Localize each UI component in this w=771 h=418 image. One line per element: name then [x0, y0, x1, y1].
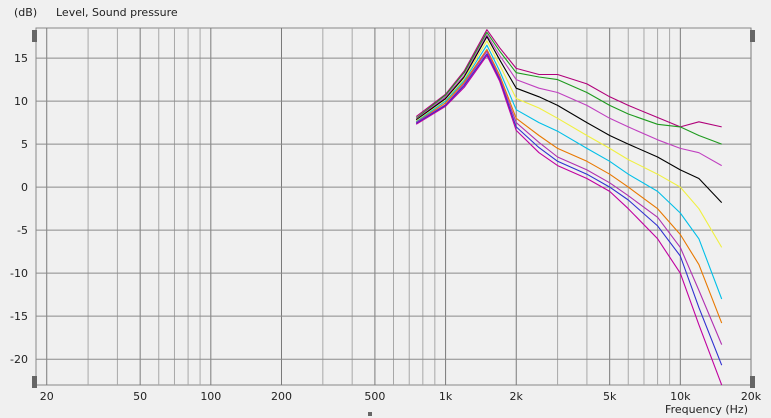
- series-line-6: [415, 44, 723, 300]
- y-tick-label: -20: [10, 353, 28, 366]
- x-tick-label: 20k: [741, 390, 762, 403]
- y-tick-label: -10: [10, 267, 28, 280]
- series-line-7: [415, 48, 723, 324]
- series-line-8: [415, 50, 723, 345]
- y-tick-labels: 15 10 5 0 -5 -10 -15 -20: [10, 52, 28, 366]
- y-tick-label: 0: [21, 181, 28, 194]
- x-tick-label: 500: [364, 390, 385, 403]
- y-tick-label: 15: [14, 52, 28, 65]
- y-axis-right-bottom-handle[interactable]: [750, 376, 755, 388]
- x-tick-label: 5k: [603, 390, 617, 403]
- x-tick-labels: 20 50 100 200 500 1k 2k 5k 10k 20k: [40, 390, 762, 403]
- y-axis-unit-label: (dB): [14, 6, 37, 19]
- series-line-5: [415, 40, 723, 248]
- x-axis-label: Frequency (Hz): [665, 403, 748, 416]
- series-lines: [415, 29, 723, 386]
- chart-title: Level, Sound pressure: [56, 6, 178, 19]
- series-line-2: [415, 31, 722, 145]
- y-axis-bottom-handle[interactable]: [32, 376, 37, 388]
- x-tick-label: 1k: [439, 390, 453, 403]
- y-tick-label: 10: [14, 95, 28, 108]
- series-line-4: [415, 36, 723, 203]
- x-tick-label: 2k: [510, 390, 524, 403]
- x-tick-label: 50: [133, 390, 147, 403]
- grid-lines: [36, 28, 752, 385]
- y-axis-right-top-handle[interactable]: [750, 30, 755, 42]
- y-tick-label: -15: [10, 310, 28, 323]
- x-tick-label: 20: [40, 390, 54, 403]
- series-line-1: [415, 29, 722, 128]
- x-axis-scroll-marker[interactable]: [368, 412, 372, 416]
- x-tick-label: 10k: [670, 390, 691, 403]
- x-tick-label: 100: [200, 390, 221, 403]
- series-line-9: [415, 53, 723, 366]
- y-tick-label: 5: [21, 138, 28, 151]
- series-line-3: [415, 34, 722, 167]
- y-tick-label: -5: [17, 224, 28, 237]
- x-tick-label: 200: [271, 390, 292, 403]
- series-line-10: [415, 54, 723, 386]
- y-axis-top-handle[interactable]: [32, 30, 37, 42]
